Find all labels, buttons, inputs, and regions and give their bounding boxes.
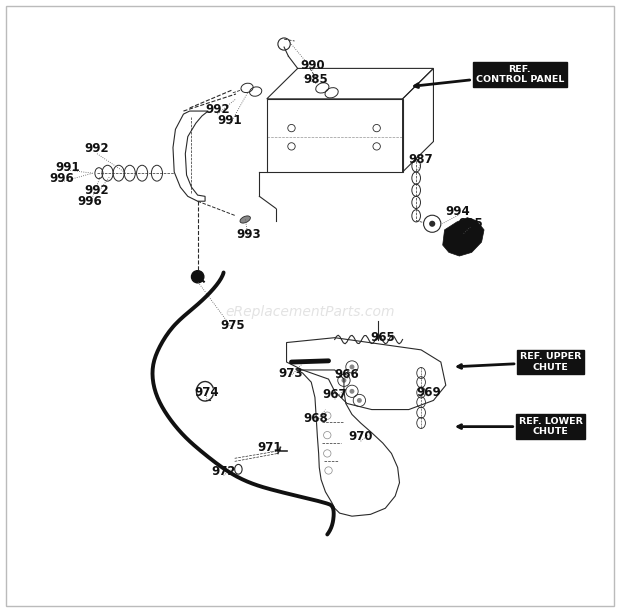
Text: 992: 992 [85, 184, 109, 196]
Circle shape [192, 271, 204, 283]
Text: 993: 993 [236, 228, 260, 241]
Text: 985: 985 [304, 73, 329, 86]
Text: 987: 987 [409, 153, 433, 166]
Text: 996: 996 [78, 195, 102, 207]
Text: 965: 965 [371, 331, 395, 344]
Text: 970: 970 [348, 430, 373, 444]
Text: 972: 972 [211, 465, 236, 478]
Ellipse shape [240, 216, 250, 223]
Text: 975: 975 [221, 319, 245, 332]
Circle shape [342, 378, 347, 382]
Circle shape [429, 221, 435, 227]
Text: 990: 990 [301, 59, 326, 72]
Circle shape [350, 389, 355, 394]
Text: eReplacementParts.com: eReplacementParts.com [225, 305, 395, 319]
Text: 995: 995 [458, 217, 483, 230]
Text: 971: 971 [258, 441, 282, 454]
Text: REF. LOWER
CHUTE: REF. LOWER CHUTE [458, 417, 583, 436]
Text: 968: 968 [304, 412, 329, 425]
Text: REF.
CONTROL PANEL: REF. CONTROL PANEL [415, 65, 564, 88]
Text: 991: 991 [56, 160, 81, 174]
Text: REF. UPPER
CHUTE: REF. UPPER CHUTE [458, 353, 582, 371]
Text: 991: 991 [218, 114, 242, 127]
Text: 973: 973 [278, 367, 303, 379]
Text: 994: 994 [446, 205, 471, 218]
Polygon shape [443, 218, 484, 256]
Circle shape [357, 398, 362, 403]
Text: 967: 967 [322, 389, 347, 401]
Text: 996: 996 [50, 171, 74, 185]
Text: 974: 974 [194, 386, 219, 399]
Text: 969: 969 [416, 386, 441, 399]
Circle shape [350, 365, 355, 370]
Text: 992: 992 [85, 143, 109, 155]
Text: 966: 966 [335, 368, 360, 381]
Text: 992: 992 [205, 103, 230, 116]
